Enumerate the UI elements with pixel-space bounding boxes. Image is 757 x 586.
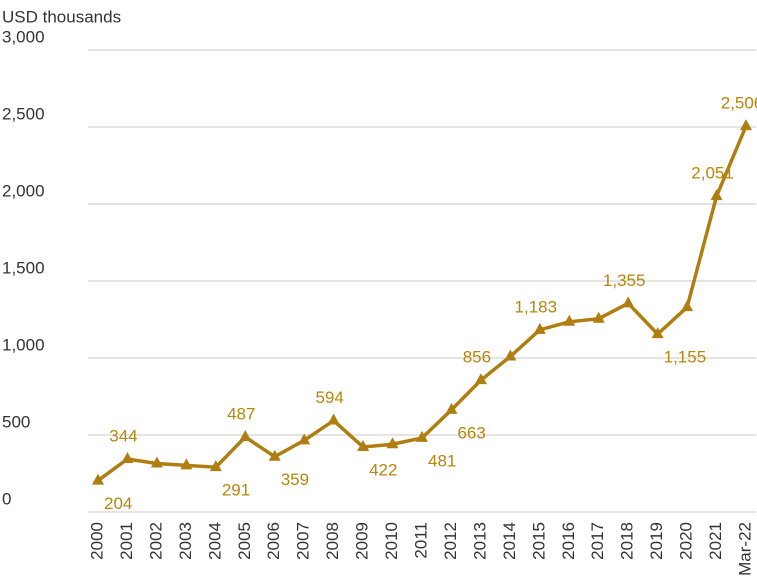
value-label: 663 xyxy=(457,423,485,442)
y-tick-label: 1,500 xyxy=(2,258,45,277)
marker xyxy=(121,452,134,464)
value-label: 2,506 xyxy=(721,94,757,113)
value-label: 1,155 xyxy=(664,348,707,367)
value-label: 856 xyxy=(463,348,491,367)
x-tick-label: 2020 xyxy=(677,522,696,560)
marker xyxy=(445,402,458,414)
marker xyxy=(740,119,752,131)
y-tick-label: 2,500 xyxy=(2,104,45,123)
x-tick-label: 2001 xyxy=(117,522,136,560)
marker xyxy=(239,430,252,442)
value-label: 487 xyxy=(227,404,255,423)
value-label: 204 xyxy=(104,494,132,513)
marker xyxy=(533,322,546,334)
x-tick-label: 2018 xyxy=(618,522,637,560)
x-tick-label: 2017 xyxy=(588,522,607,560)
marker xyxy=(474,373,487,385)
x-tick-label: 2019 xyxy=(647,522,666,560)
x-tick-label: 2009 xyxy=(353,522,372,560)
value-label: 359 xyxy=(281,470,309,489)
marker xyxy=(386,437,399,449)
x-tick-label: Mar-22 xyxy=(735,522,754,576)
marker xyxy=(180,458,193,470)
marker xyxy=(592,311,605,323)
line xyxy=(96,125,748,482)
x-tick-label: 2004 xyxy=(205,522,224,560)
value-label: 1,355 xyxy=(603,271,646,290)
x-tick-label: 2008 xyxy=(323,522,342,560)
x-tick-label: 2015 xyxy=(529,522,548,560)
x-tick-label: 2003 xyxy=(176,522,195,560)
marker xyxy=(92,473,104,485)
value-label: 2,051 xyxy=(691,164,734,183)
marker xyxy=(563,314,576,326)
value-label: 422 xyxy=(369,460,397,479)
marker xyxy=(298,433,311,445)
x-tick-label: 2016 xyxy=(559,522,578,560)
marker xyxy=(416,430,428,442)
x-tick-label: 2005 xyxy=(235,522,254,560)
x-tick-label: 2002 xyxy=(146,522,165,560)
value-label: 291 xyxy=(222,481,250,500)
marker xyxy=(710,189,723,201)
x-tick-label: 2021 xyxy=(706,522,725,560)
x-tick-label: 2000 xyxy=(87,522,106,560)
marker xyxy=(504,349,517,361)
marker xyxy=(327,413,340,425)
x-tick-label: 2012 xyxy=(441,522,460,560)
x-tick-label: 2007 xyxy=(294,522,313,560)
y-tick-label: 500 xyxy=(2,412,30,431)
value-label: 344 xyxy=(109,427,137,446)
value-label: 594 xyxy=(315,388,343,407)
value-label: 481 xyxy=(428,451,456,470)
y-tick-label: 3,000 xyxy=(2,27,45,46)
marker xyxy=(681,300,694,312)
y-tick-label: 2,000 xyxy=(2,181,45,200)
marker xyxy=(651,327,664,339)
x-tick-label: 2014 xyxy=(500,522,519,560)
marker xyxy=(268,449,281,461)
x-tick-label: 2006 xyxy=(264,522,283,560)
x-tick-label: 2013 xyxy=(470,522,489,560)
y-tick-label: 0 xyxy=(2,489,11,508)
marker xyxy=(357,440,370,452)
x-tick-label: 2010 xyxy=(382,522,401,560)
marker xyxy=(150,456,163,468)
marker xyxy=(622,296,635,308)
y-tick-label: 1,000 xyxy=(2,335,45,354)
y-axis-label: USD thousands xyxy=(2,7,121,26)
marker xyxy=(209,460,222,472)
x-tick-label: 2011 xyxy=(411,522,430,559)
value-label: 1,183 xyxy=(515,297,558,316)
